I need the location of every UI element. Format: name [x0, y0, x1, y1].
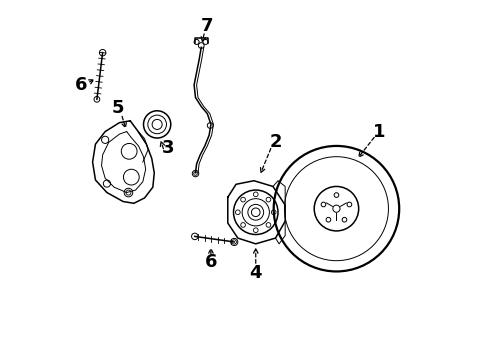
Text: 2: 2 [269, 133, 282, 151]
Text: 1: 1 [373, 123, 386, 141]
Circle shape [333, 205, 340, 212]
Text: 3: 3 [162, 139, 174, 157]
Text: 6: 6 [74, 76, 87, 94]
Text: 6: 6 [205, 253, 217, 271]
Text: 7: 7 [201, 17, 214, 35]
Text: 4: 4 [249, 264, 262, 282]
Text: 5: 5 [111, 99, 124, 117]
Circle shape [94, 96, 100, 102]
